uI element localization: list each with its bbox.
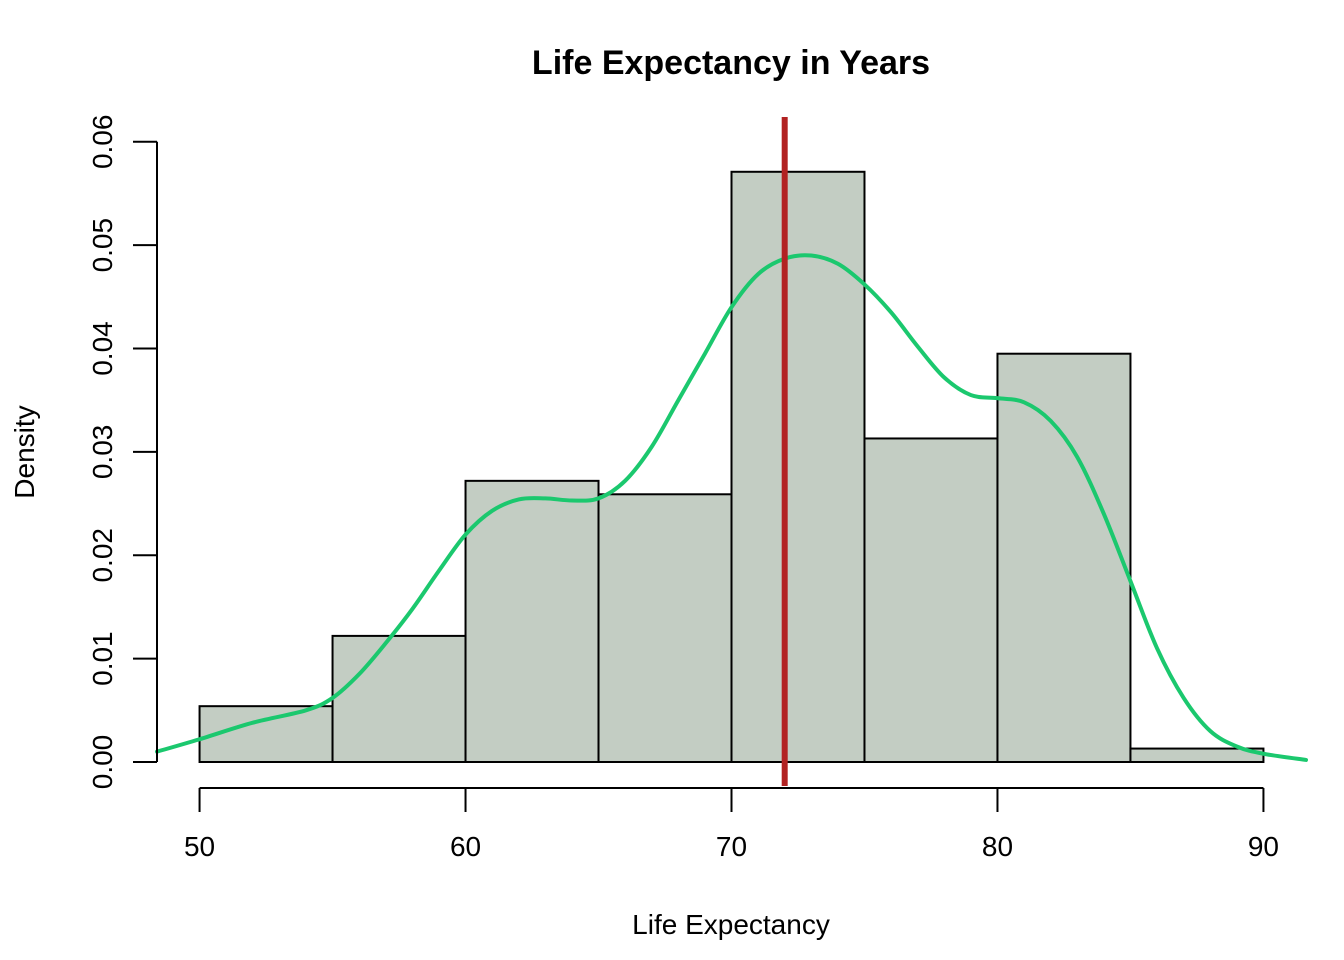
y-tick-label: 0.06: [87, 115, 118, 170]
x-tick-label: 50: [184, 831, 215, 862]
chart-title: Life Expectancy in Years: [532, 44, 930, 82]
bars-group: [198, 170, 1265, 764]
y-tick-label: 0.00: [87, 735, 118, 790]
y-axis-label: Density: [9, 405, 40, 498]
x-tick-label: 60: [450, 831, 481, 862]
histogram-bar-7: [996, 352, 1132, 763]
y-tick-label: 0.05: [87, 218, 118, 273]
x-tick-label: 90: [1248, 831, 1279, 862]
y-tick-label: 0.02: [87, 528, 118, 583]
x-tick-label: 70: [716, 831, 747, 862]
histogram-bar-5: [730, 170, 866, 764]
histogram-bar-2: [331, 634, 467, 763]
density-curve: [155, 253, 1308, 762]
histogram-bar-4: [597, 493, 733, 763]
y-tick-label: 0.04: [87, 321, 118, 376]
x-tick-label: 80: [982, 831, 1013, 862]
y-axis: 0.00 0.01 0.02 0.03 0.04 0.05 0.06: [87, 115, 158, 790]
y-tick-label: 0.03: [87, 425, 118, 480]
histogram-bar-3: [464, 479, 600, 763]
density-curve-group: [155, 253, 1308, 762]
histogram-bar-6: [863, 437, 999, 763]
x-axis: 50 60 70 80 90: [184, 787, 1279, 862]
x-axis-label: Life Expectancy: [632, 909, 830, 940]
y-tick-label: 0.01: [87, 631, 118, 686]
